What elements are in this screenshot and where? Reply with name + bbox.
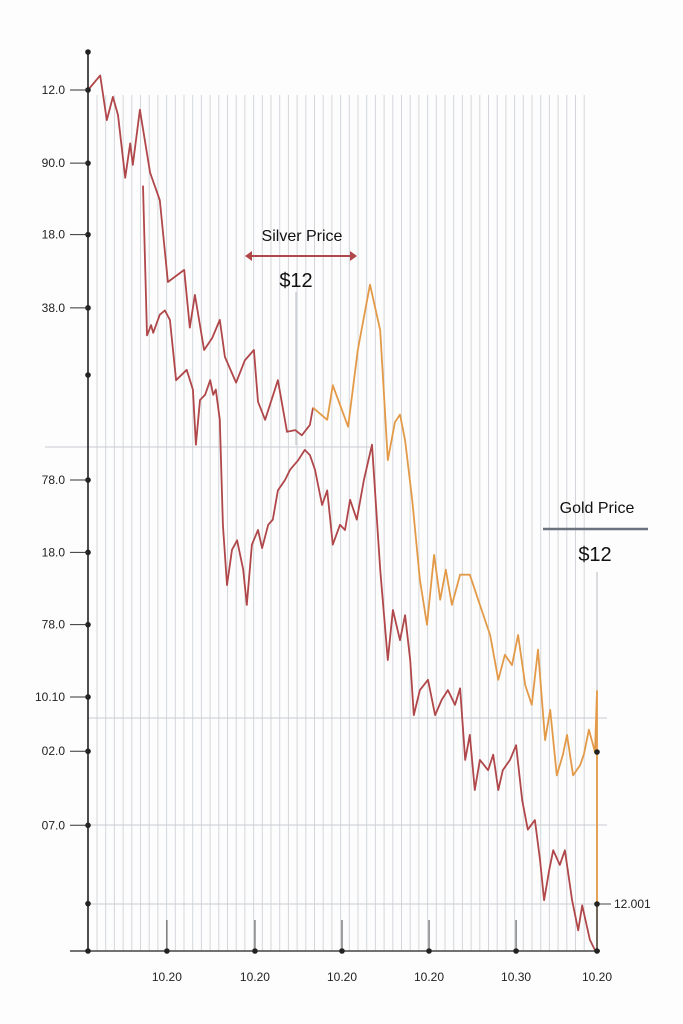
y-tick-dot xyxy=(85,372,91,378)
y-tick-label: 10.10 xyxy=(35,690,65,704)
gold-price-label: Gold Price xyxy=(560,500,635,517)
horizontal-gridlines xyxy=(45,446,607,905)
arrow-right-icon xyxy=(350,251,357,261)
series-group xyxy=(87,74,598,951)
y-ticks: 12.0 90.0 18.0 38.0 78.0 18.0 78.0 10.10 02.0 07.… xyxy=(35,83,91,907)
silver-price-annotation: Silver Price $12 xyxy=(245,228,357,292)
arrow-left-icon xyxy=(245,251,252,261)
x-tick-label: 10.20 xyxy=(327,970,357,984)
y-tick-label: 02.0 xyxy=(42,744,66,758)
x-tick-dot xyxy=(339,948,345,954)
series-line-0 xyxy=(87,74,314,437)
y-tick-label: 78.0 xyxy=(42,473,66,487)
x-tick-label: 10.20 xyxy=(582,970,612,984)
series-line-2 xyxy=(142,185,596,951)
gold-end-dot xyxy=(594,749,600,755)
x-tick-label: 10.30 xyxy=(501,970,531,984)
x-tick-dot xyxy=(85,948,91,954)
silver-price-value: $12 xyxy=(279,270,312,292)
y-tick-label: 78.0 xyxy=(42,618,66,632)
y-tick-label: 18.0 xyxy=(42,545,66,559)
x-tick-label: 10.20 xyxy=(414,970,444,984)
y-tick-label: 07.0 xyxy=(42,818,66,832)
silver-price-label: Silver Price xyxy=(262,228,343,245)
y-tick-label: 38.0 xyxy=(42,301,66,315)
y-tick-label: 12.0 xyxy=(42,83,66,97)
right-tick-dot xyxy=(594,901,600,907)
y-tick-dot xyxy=(85,900,91,907)
y-tick-label: 18.0 xyxy=(42,228,66,242)
x-tick-dot xyxy=(513,948,519,954)
x-tick-dot xyxy=(252,948,258,954)
x-tick-label: 10.20 xyxy=(152,970,182,984)
x-tick-dot xyxy=(594,948,600,954)
y-tick-label: 90.0 xyxy=(42,156,66,170)
x-tick-dot xyxy=(164,948,170,954)
gold-price-value: $12 xyxy=(578,544,611,566)
series-line-1 xyxy=(312,283,598,951)
right-tick-label: 12.001 xyxy=(614,897,651,911)
x-ticks: 10.20 10.20 10.20 10.20 10.30 10.20 xyxy=(85,920,612,984)
gold-price-annotation: Gold Price $12 xyxy=(543,500,648,566)
x-tick-label: 10.20 xyxy=(240,970,270,984)
y-axis-top-dot xyxy=(85,49,91,55)
x-tick-dot xyxy=(426,948,432,954)
vertical-gridlines xyxy=(96,95,585,951)
